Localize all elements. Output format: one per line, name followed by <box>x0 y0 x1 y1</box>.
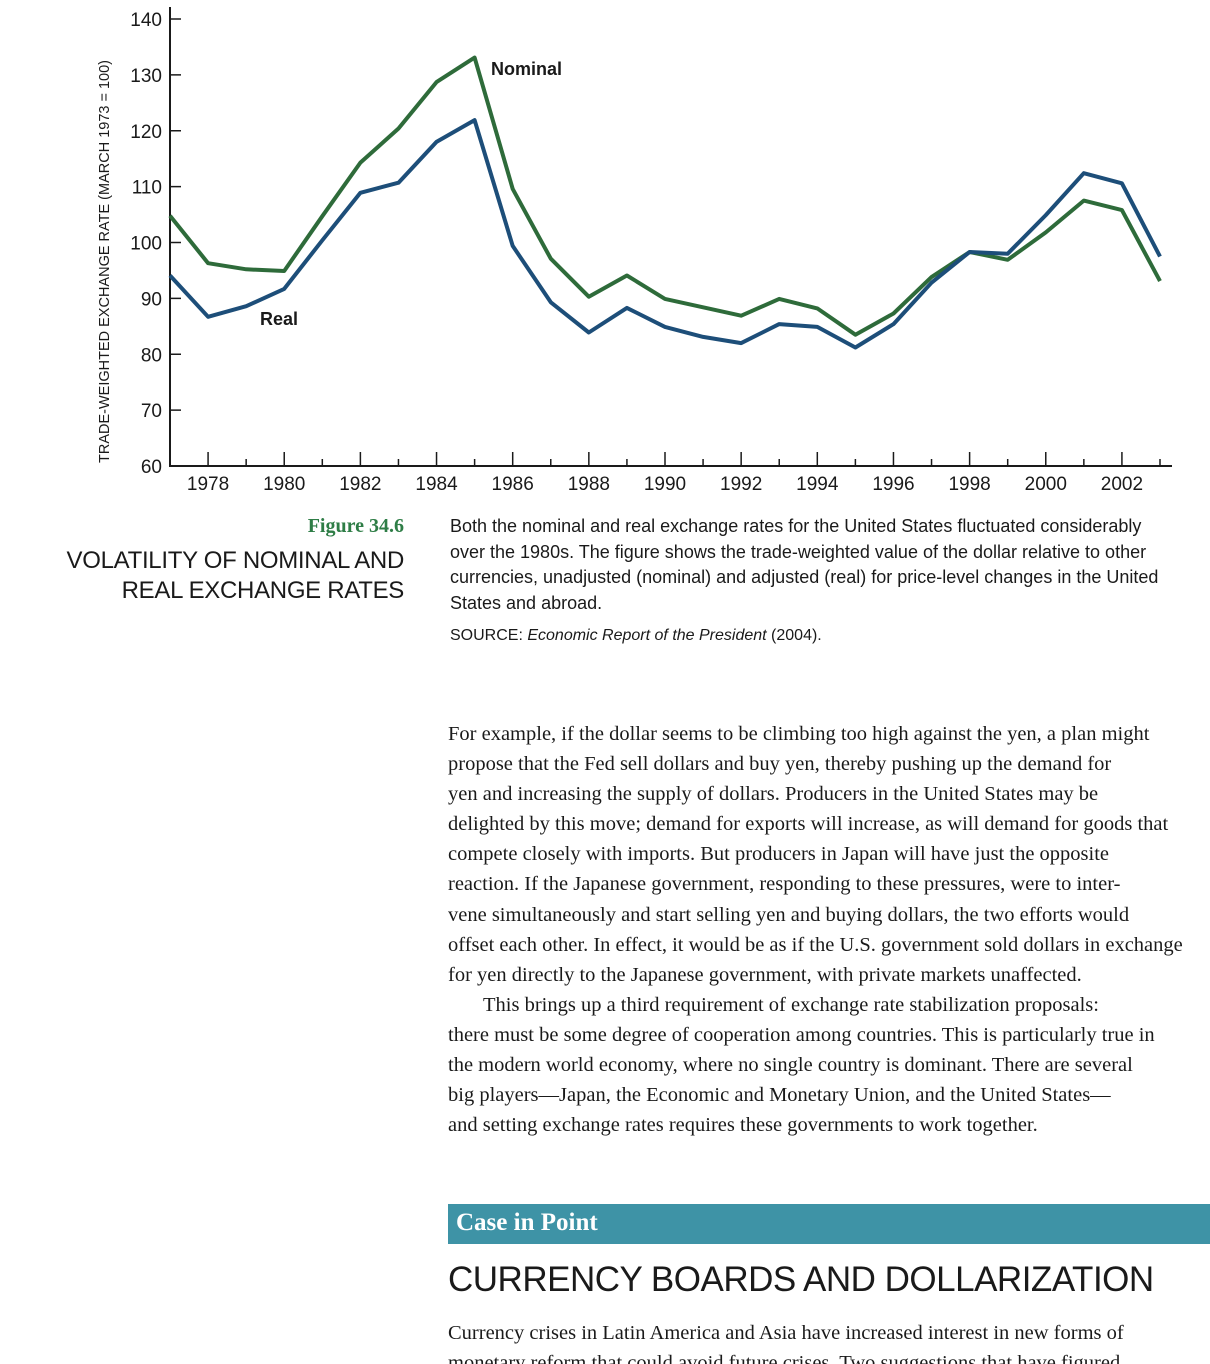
y-axis-ticks: 60 70 80 90 100 110 120 130 140 <box>130 10 181 478</box>
caption-line: Both the nominal and real exchange rates… <box>450 516 1142 536</box>
figure-source: SOURCE: Economic Report of the President… <box>450 627 822 645</box>
y-tick-label: 80 <box>141 345 162 366</box>
x-tick-label: 1996 <box>872 474 914 495</box>
body-line: big players—Japan, the Economic and Mone… <box>448 1084 1111 1107</box>
body-text: For example, if the dollar seems to be c… <box>448 719 1210 1140</box>
x-tick-label: 1980 <box>263 474 305 495</box>
y-axis-label: TRADE-WEIGHTED EXCHANGE RATE (MARCH 1973… <box>97 60 113 463</box>
figure-title-line: VOLATILITY OF NOMINAL AND <box>66 547 405 574</box>
series-line-nominal <box>168 55 1162 337</box>
body-line: the modern world economy, where no singl… <box>448 1054 1133 1077</box>
y-tick-label: 120 <box>130 122 162 143</box>
body-line: reaction. If the Japanese government, re… <box>448 873 1121 896</box>
figure-number: Figure 34.6 <box>307 515 404 537</box>
x-tick-label: 1998 <box>948 474 990 495</box>
caption-line: currencies, unadjusted (nominal) and adj… <box>450 567 1159 587</box>
y-tick-label: 90 <box>141 289 162 310</box>
x-tick-label: 1990 <box>644 474 686 495</box>
body-line: vene simultaneously and start selling ye… <box>448 903 1130 926</box>
x-axis-ticks: 1978 1980 1982 1984 1986 1988 1990 1992 1994 1996… <box>187 452 1161 495</box>
x-tick-label: 1978 <box>187 474 229 495</box>
series-lines <box>168 55 1162 350</box>
exchange-rate-chart: TRADE-WEIGHTED EXCHANGE RATE (MARCH 1973… <box>97 7 1172 495</box>
x-tick-label: 1994 <box>796 474 839 495</box>
body-line: This brings up a third requirement of ex… <box>483 993 1099 1016</box>
case-heading: CURRENCY BOARDS AND DOLLARIZATION <box>448 1260 1154 1299</box>
body-line: and setting exchange rates requires thes… <box>448 1114 1038 1137</box>
body-line: For example, if the dollar seems to be c… <box>448 723 1150 745</box>
y-tick-label: 110 <box>132 178 162 199</box>
x-tick-label: 2002 <box>1101 474 1143 495</box>
case-line: Currency crises in Latin America and Asi… <box>448 1322 1124 1344</box>
body-line: propose that the Fed sell dollars and bu… <box>448 753 1112 776</box>
x-tick-label: 1984 <box>415 474 458 495</box>
caption-line: over the 1980s. The figure shows the tra… <box>450 541 1147 562</box>
series-label-real: Real <box>260 309 298 329</box>
x-tick-label: 1988 <box>568 474 610 495</box>
y-tick-label: 140 <box>130 10 162 31</box>
case-in-point-label: Case in Point <box>456 1209 598 1236</box>
y-tick-label: 70 <box>141 401 162 422</box>
source-label: SOURCE: <box>450 627 523 644</box>
x-tick-label: 1986 <box>492 474 534 495</box>
x-tick-label: 1982 <box>339 474 381 495</box>
case-in-point-banner: Case in Point <box>448 1204 1210 1244</box>
caption-line: States and abroad. <box>450 592 603 613</box>
body-line: there must be some degree of cooperation… <box>448 1023 1155 1046</box>
y-tick-label: 130 <box>130 66 162 87</box>
figure-heading: Figure 34.6 VOLATILITY OF NOMINAL AND RE… <box>0 512 405 606</box>
body-line: delighted by this move; demand for expor… <box>448 813 1169 836</box>
figure-title-line: REAL EXCHANGE RATES <box>121 577 405 604</box>
x-tick-label: 1992 <box>720 474 762 495</box>
figure-title: VOLATILITY OF NOMINAL AND REAL EXCHANGE … <box>0 546 405 606</box>
series-label-nominal: Nominal <box>491 59 562 79</box>
case-line: monetary reform that could avoid future … <box>448 1352 1121 1364</box>
x-tick-label: 2000 <box>1025 474 1067 495</box>
body-line: yen and increasing the supply of dollars… <box>448 783 1099 806</box>
case-text: Currency crises in Latin America and Asi… <box>448 1318 1210 1364</box>
body-line: offset each other. In effect, it would b… <box>448 933 1183 956</box>
body-line: compete closely with imports. But produc… <box>448 843 1110 866</box>
source-title: Economic Report of the President <box>527 627 767 644</box>
y-tick-label: 60 <box>141 457 162 478</box>
series-line-real <box>168 118 1162 350</box>
body-line: for yen directly to the Japanese governm… <box>448 963 1082 986</box>
source-year: (2004). <box>771 627 822 644</box>
y-tick-label: 100 <box>130 234 162 255</box>
figure-caption: Both the nominal and real exchange rates… <box>450 514 1210 616</box>
